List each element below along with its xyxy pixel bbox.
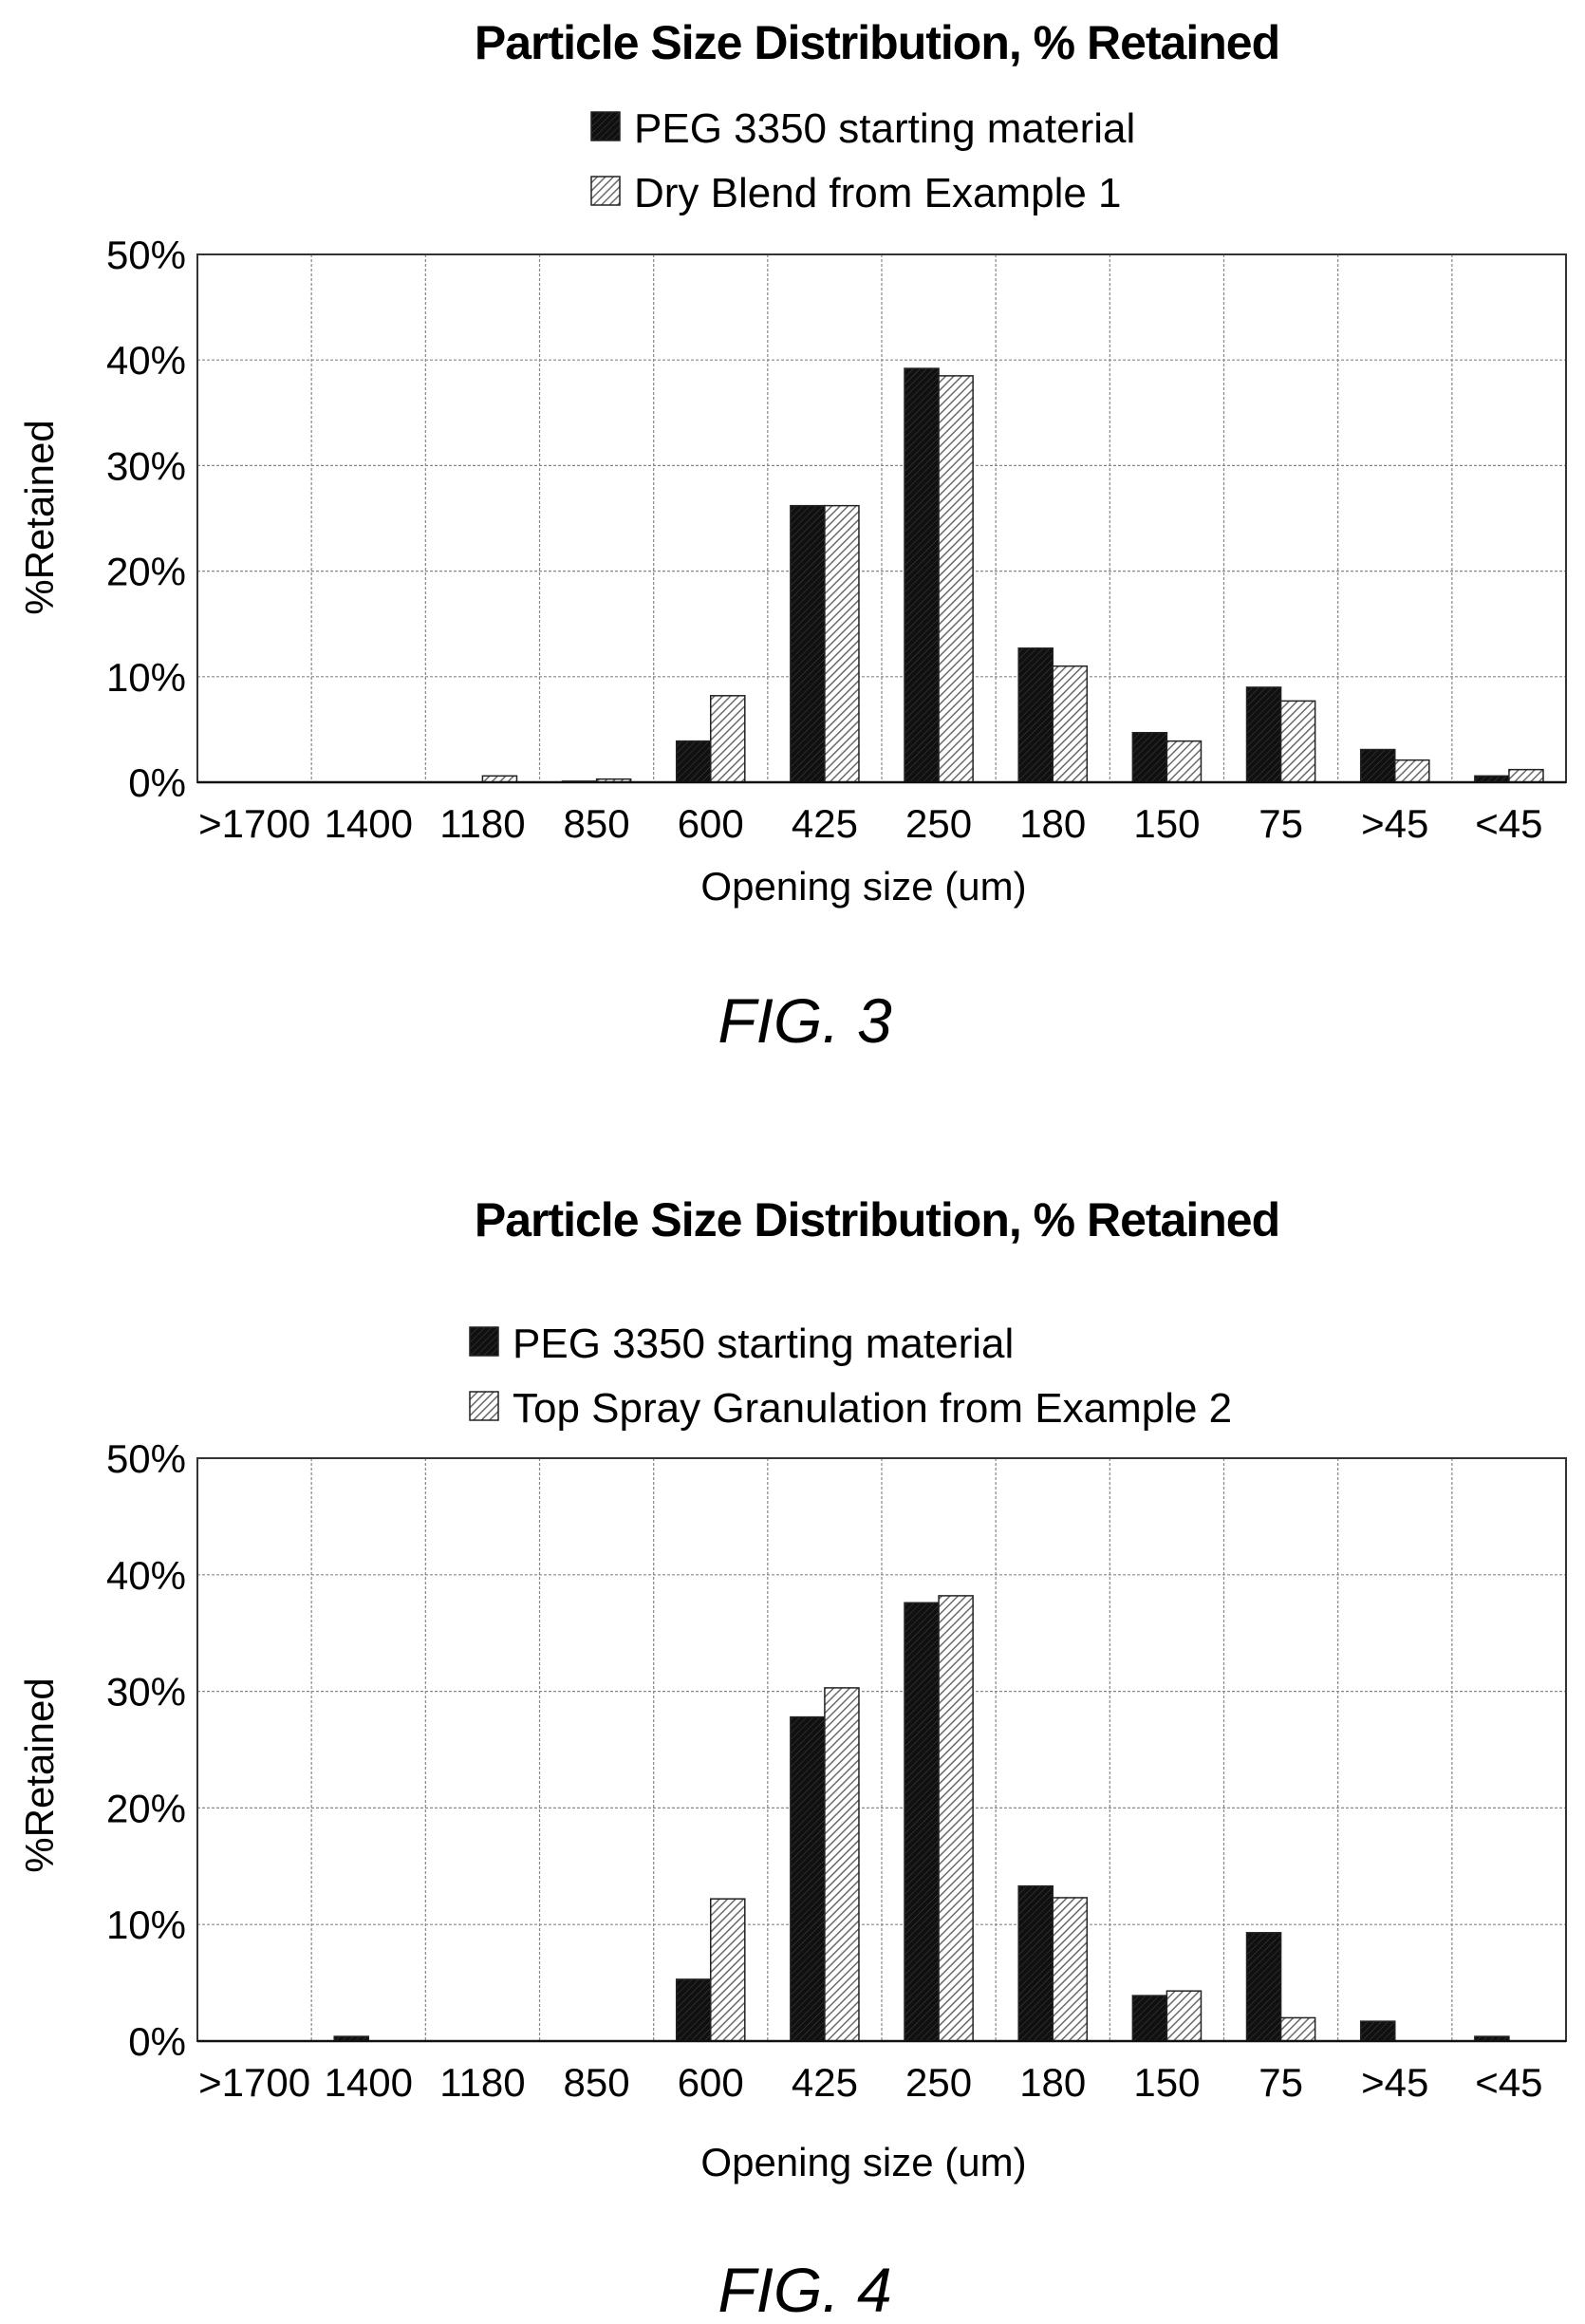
y-tick-label: 40% — [106, 338, 186, 383]
bar-series-2-250 — [938, 1595, 974, 2042]
bar-series-2-600 — [710, 695, 746, 783]
bar-series-2->45 — [1394, 759, 1430, 783]
x-tick-label: 150 — [1133, 2060, 1200, 2105]
x-tick-label: >45 — [1361, 801, 1428, 846]
chart-title: Particle Size Distribution, % Retained — [475, 16, 1279, 69]
bar-series-2-150 — [1165, 740, 1203, 783]
bar-series-2-180 — [1052, 665, 1089, 783]
x-tick-label: 1180 — [439, 2060, 525, 2105]
chart-figure-3: Particle Size Distribution, % Retained P… — [17, 16, 1567, 1056]
bar-series-1-600 — [675, 740, 712, 783]
legend: PEG 3350 starting material Top Spray Gra… — [469, 1321, 1232, 1432]
bar-series-2-250 — [938, 375, 974, 783]
x-tick-label: 600 — [678, 2060, 744, 2105]
y-tick-label: 30% — [106, 443, 186, 488]
figure-4: Particle Size Distribution, % Retained P… — [0, 1168, 1585, 2324]
bar-series-1-250 — [904, 1602, 940, 2042]
y-axis-label: %Retained — [17, 1677, 62, 1872]
legend-label-series-2: Top Spray Granulation from Example 2 — [513, 1385, 1232, 1432]
chart-title: Particle Size Distribution, % Retained — [475, 1193, 1279, 1246]
x-axis-label: Opening size (um) — [700, 864, 1026, 909]
x-tick-label: >45 — [1361, 2060, 1428, 2105]
bar-series-1-180 — [1017, 647, 1054, 783]
x-tick-label: 150 — [1133, 801, 1200, 846]
x-tick-label: 75 — [1259, 801, 1303, 846]
legend-label-series-1: PEG 3350 starting material — [513, 1321, 1014, 1367]
bar-series-1-425 — [790, 1715, 826, 2042]
y-axis-label: %Retained — [17, 420, 62, 614]
bar-series-2-180 — [1052, 1897, 1089, 2042]
x-tick-label: 425 — [792, 2060, 858, 2105]
chart-figure-4: Particle Size Distribution, % Retained P… — [17, 1193, 1567, 2324]
bar-series-2-75 — [1279, 700, 1316, 783]
bar-series-1-250 — [904, 367, 940, 783]
y-tick-label: 20% — [106, 550, 186, 594]
figure-caption: FIG. 4 — [718, 2255, 891, 2324]
x-tick-label: 1400 — [325, 2060, 413, 2105]
bar-series-2-<45 — [1508, 768, 1544, 783]
figure-3: Particle Size Distribution, % Retained P… — [0, 0, 1585, 1139]
bar-series-1-75 — [1245, 686, 1282, 783]
x-tick-label: 250 — [905, 801, 972, 846]
x-tick-label: 850 — [564, 801, 630, 846]
x-tick-label: 250 — [905, 2060, 972, 2105]
bar-series-1-425 — [790, 504, 826, 783]
x-tick-label: >1700 — [198, 801, 310, 846]
bar-series-1-600 — [675, 1978, 712, 2042]
y-tick-label: 0% — [128, 760, 186, 805]
legend: PEG 3350 starting material Dry Blend fro… — [590, 105, 1135, 216]
bar-series-1-75 — [1245, 1932, 1282, 2042]
legend-swatch-series-2 — [469, 1391, 499, 1421]
bar-series-1-150 — [1131, 731, 1168, 783]
x-tick-label: 600 — [678, 801, 744, 846]
bar-series-2-425 — [824, 504, 860, 783]
legend-swatch-series-1 — [469, 1326, 499, 1357]
x-tick-label: <45 — [1475, 2060, 1542, 2105]
y-tick-label: 50% — [106, 233, 186, 277]
y-tick-label: 20% — [106, 1786, 186, 1830]
y-tick-label: 10% — [106, 655, 186, 700]
x-tick-label: 180 — [1019, 2060, 1086, 2105]
bar-series-2-150 — [1165, 1990, 1203, 2042]
y-tick-label: 50% — [106, 1436, 186, 1481]
bar-series-1-180 — [1017, 1884, 1054, 2042]
x-axis-label: Opening size (um) — [700, 2140, 1026, 2184]
x-tick-label: <45 — [1475, 801, 1542, 846]
legend-label-series-1: PEG 3350 starting material — [634, 105, 1135, 152]
legend-swatch-series-1 — [590, 111, 621, 141]
x-tick-label: 850 — [564, 2060, 630, 2105]
x-tick-label: 1180 — [439, 801, 525, 846]
x-tick-label: 75 — [1259, 2060, 1303, 2105]
bar-series-2-425 — [824, 1687, 860, 2042]
legend-swatch-series-2 — [590, 176, 621, 206]
plot-area: 0% 10% 20% 30% 40% 50% >1700 1400 1180 850 600 425 2… — [106, 1436, 1567, 2105]
x-tick-label: 425 — [792, 801, 858, 846]
figure-caption: FIG. 3 — [718, 985, 892, 1056]
x-tick-label: 180 — [1019, 801, 1086, 846]
y-tick-label: 10% — [106, 1902, 186, 1947]
y-tick-label: 30% — [106, 1670, 186, 1715]
bar-series-2-75 — [1279, 2016, 1316, 2042]
legend-label-series-2: Dry Blend from Example 1 — [634, 170, 1122, 216]
bar-series-2-600 — [710, 1898, 746, 2042]
plot-area: 0% 10% 20% 30% 40% 50% >1700 1400 1180 850 600 425 2… — [106, 233, 1567, 846]
y-tick-label: 0% — [128, 2019, 186, 2064]
y-tick-label: 40% — [106, 1553, 186, 1598]
x-tick-label: >1700 — [198, 2060, 310, 2105]
bar-series-1->45 — [1359, 2020, 1396, 2042]
bar-series-1-150 — [1131, 1995, 1168, 2042]
bar-series-1->45 — [1359, 748, 1396, 783]
x-tick-label: 1400 — [325, 801, 413, 846]
